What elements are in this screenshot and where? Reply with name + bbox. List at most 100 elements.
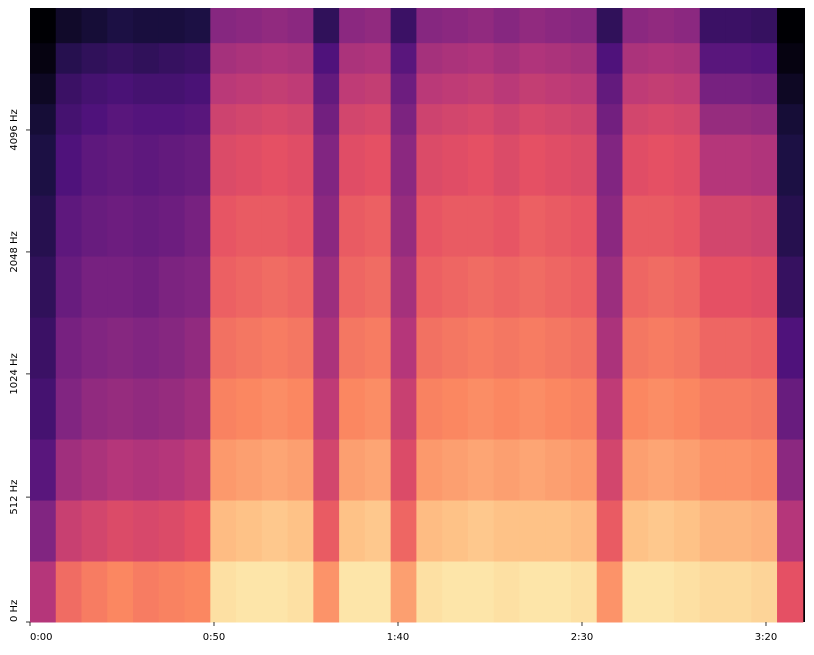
spectrogram-cell — [364, 500, 392, 562]
spectrogram-cell — [313, 561, 340, 623]
spectrogram-cell — [519, 103, 546, 135]
spectrogram-cell — [699, 8, 727, 44]
spectrogram-cell — [390, 439, 417, 501]
spectrogram-cell — [390, 103, 417, 135]
spectrogram-cell — [364, 195, 392, 257]
spectrogram-cell — [390, 317, 417, 379]
spectrogram-cell — [184, 256, 211, 318]
spectrogram-cell — [107, 378, 134, 440]
spectrogram-cell — [777, 195, 804, 257]
spectrogram-cell — [236, 195, 263, 257]
spectrogram-cell — [570, 256, 598, 318]
spectrogram-cell — [751, 73, 778, 105]
spectrogram-cell — [339, 73, 366, 105]
spectrogram-cell — [673, 378, 701, 440]
spectrogram-cell — [751, 561, 778, 623]
spectrogram-cell — [364, 439, 392, 501]
spectrogram-cell — [236, 317, 263, 379]
spectrogram-cell — [107, 73, 134, 105]
spectrogram-cell — [313, 256, 340, 318]
spectrogram-cell — [751, 439, 778, 501]
spectrogram-cell — [158, 8, 186, 44]
spectrogram-cell — [390, 500, 417, 562]
spectrogram-cell — [390, 378, 417, 440]
spectrogram-cell — [596, 256, 623, 318]
spectrogram-cell — [313, 8, 340, 44]
spectrogram-cell — [777, 73, 804, 105]
spectrogram-cell — [236, 42, 263, 74]
spectrogram-cell — [596, 103, 623, 135]
spectrogram-cell — [622, 378, 649, 440]
spectrogram-cell — [364, 8, 392, 44]
spectrogram-cell — [158, 103, 186, 135]
spectrogram-cell — [570, 42, 598, 74]
y-tick-label: 1024 Hz — [9, 353, 20, 394]
spectrogram-cell — [55, 42, 83, 74]
spectrogram-cell — [699, 439, 727, 501]
spectrogram-cell — [519, 8, 546, 44]
spectrogram-cell — [751, 378, 778, 440]
spectrogram-cell — [107, 500, 134, 562]
spectrogram-cell — [364, 103, 392, 135]
spectrogram-cell — [81, 500, 108, 562]
spectrogram-cell — [339, 8, 366, 44]
x-tick-label: 3:20 — [755, 632, 777, 643]
spectrogram-cell — [210, 256, 237, 318]
spectrogram-cell — [261, 195, 289, 257]
spectrogram-cell — [30, 439, 57, 501]
spectrogram-cell — [622, 561, 649, 623]
spectrogram-cell — [184, 8, 211, 44]
spectrogram-cell — [210, 8, 237, 44]
spectrogram-cell — [339, 103, 366, 135]
spectrogram-cell — [158, 500, 186, 562]
spectrogram-cell — [416, 500, 443, 562]
spectrogram-cell — [519, 134, 546, 196]
spectrogram-cell — [364, 561, 392, 623]
spectrogram-cell — [777, 134, 804, 196]
spectrogram-cell — [699, 561, 727, 623]
spectrogram-cell — [55, 195, 83, 257]
spectrogram-cell — [467, 73, 495, 105]
y-tick-label: 4096 Hz — [9, 109, 20, 150]
spectrogram-cell — [81, 561, 108, 623]
spectrogram-cell — [545, 561, 572, 623]
spectrogram-cell — [236, 73, 263, 105]
spectrogram-cell — [648, 561, 675, 623]
spectrogram-cell — [133, 256, 160, 318]
spectrogram-cell — [622, 439, 649, 501]
spectrogram-cell — [287, 500, 314, 562]
spectrogram-cell — [364, 317, 392, 379]
spectrogram-cell — [545, 73, 572, 105]
spectrogram-cell — [287, 317, 314, 379]
spectrogram-cell — [133, 8, 160, 44]
spectrogram-cell — [442, 500, 469, 562]
spectrogram-cell — [30, 256, 57, 318]
spectrogram-cell — [725, 134, 752, 196]
x-tick-label: 1:40 — [387, 632, 409, 643]
spectrogram-cell — [596, 317, 623, 379]
spectrogram-cell — [30, 195, 57, 257]
spectrogram-cell — [442, 317, 469, 379]
spectrogram-cell — [261, 42, 289, 74]
spectrogram-cell — [493, 134, 520, 196]
spectrogram-cell — [339, 256, 366, 318]
spectrogram-cell — [55, 73, 83, 105]
spectrogram-cell — [673, 500, 701, 562]
spectrogram-cell — [777, 439, 804, 501]
spectrogram-cell — [339, 439, 366, 501]
spectrogram-cell — [699, 500, 727, 562]
spectrogram-cell — [107, 317, 134, 379]
spectrogram-cell — [648, 378, 675, 440]
spectrogram-cell — [648, 73, 675, 105]
spectrogram-cell — [416, 561, 443, 623]
spectrogram-cell — [570, 439, 598, 501]
spectrogram-cell — [81, 317, 108, 379]
spectrogram-cell — [442, 8, 469, 44]
spectrogram-cell — [442, 378, 469, 440]
spectrogram-cell — [390, 561, 417, 623]
spectrogram-cell — [493, 8, 520, 44]
spectrogram-cell — [570, 317, 598, 379]
spectrogram-cell — [158, 378, 186, 440]
spectrogram-cell — [545, 256, 572, 318]
spectrogram-cell — [570, 73, 598, 105]
